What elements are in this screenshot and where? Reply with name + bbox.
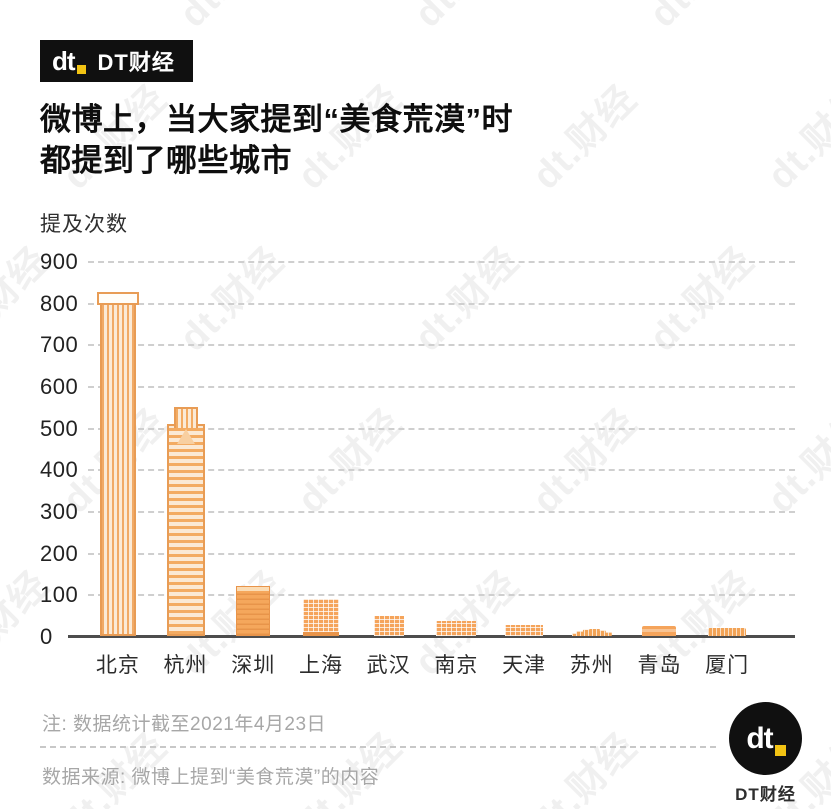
y-tick-label: 900 — [40, 249, 79, 274]
y-tick-label: 800 — [40, 290, 79, 316]
gridline — [88, 552, 795, 555]
gridline — [88, 594, 795, 597]
x-tick-label: 上海 — [298, 654, 343, 677]
footer-divider — [40, 746, 716, 748]
bar-building-5 — [373, 616, 404, 636]
footnote: 注: 数据统计截至2021年4月23日 — [42, 714, 327, 735]
y-tick-label: 500 — [40, 415, 79, 441]
brand-name: DT财经 — [735, 785, 796, 804]
logo-yellow-dot-icon — [76, 65, 86, 74]
x-tick-label: 厦门 — [705, 654, 750, 677]
x-tick-label: 青岛 — [637, 654, 682, 677]
bar-slot — [626, 626, 694, 636]
gridline — [88, 386, 795, 388]
x-axis-line — [68, 635, 795, 638]
bar-slot — [219, 586, 287, 636]
y-tick-label: 300 — [40, 499, 79, 524]
bar-slot — [355, 616, 423, 636]
gridline — [88, 469, 795, 472]
dt-logo-icon: dt — [52, 48, 86, 74]
bar-slot — [287, 598, 355, 636]
title-line-2: 都提到了哪些城市 — [40, 143, 292, 178]
bar-building-4 — [302, 598, 339, 636]
y-axis-label: 提及次数 — [40, 213, 128, 236]
data-source-note: 数据来源: 微博上提到“美食荒漠”的内容 — [42, 767, 380, 788]
y-tick-label: 100 — [40, 582, 79, 608]
title-line-1: 微博上，当大家提到“美食荒漠”时 — [40, 102, 513, 137]
y-tick-label: 600 — [40, 374, 79, 399]
bar-slot — [152, 423, 220, 636]
y-tick-label: 200 — [40, 540, 79, 566]
bar-building-8 — [571, 628, 612, 636]
gridline — [88, 511, 795, 513]
bars-container — [84, 292, 761, 636]
x-tick-label: 北京 — [95, 654, 140, 677]
x-tick-label: 南京 — [434, 654, 479, 677]
gridline — [88, 427, 795, 430]
bar-slot — [558, 628, 626, 636]
chart-title: 微博上，当大家提到“美食荒漠”时 都提到了哪些城市 — [40, 99, 513, 181]
x-tick-label: 武汉 — [366, 654, 411, 677]
bar-building-2 — [166, 423, 205, 636]
dt-logo-circle-icon: dt — [729, 702, 802, 775]
x-tick-label: 天津 — [502, 654, 547, 677]
gridline — [88, 302, 795, 305]
dt-footer-logo: dt DT财经 — [729, 702, 802, 805]
bar-slot — [490, 624, 558, 636]
x-tick-label: 苏州 — [569, 654, 614, 677]
y-tick-label: 0 — [40, 624, 53, 649]
y-tick-label: 400 — [40, 457, 79, 483]
y-tick-label: 700 — [40, 332, 79, 358]
bar-slot — [423, 621, 491, 636]
bar-building-3 — [236, 586, 271, 636]
bar-building-7 — [505, 624, 544, 636]
bar-building-1 — [96, 292, 139, 636]
x-axis-labels: 北京 杭州 深圳 上海 武汉 南京 天津 苏州 青岛 厦门 — [84, 649, 761, 679]
x-tick-label: 深圳 — [231, 654, 276, 677]
bar-chart-plot: 900 800 700 600 500 400 300 200 100 0 北京 杭州 深圳 上海 武汉南… — [40, 249, 797, 677]
logo-yellow-dot-icon — [774, 744, 786, 756]
gridline — [88, 261, 795, 263]
brand-name: DT财经 — [97, 50, 175, 75]
dt-logo-icon: dt — [746, 723, 786, 756]
bar-building-9 — [642, 626, 677, 636]
x-tick-label: 杭州 — [163, 654, 208, 677]
bar-building-10 — [708, 627, 747, 636]
bar-building-6 — [436, 621, 477, 636]
bar-slot — [84, 292, 152, 636]
dt-logo-badge: dt DT财经 — [40, 40, 193, 82]
gridline — [88, 344, 795, 347]
bar-slot — [693, 627, 761, 636]
